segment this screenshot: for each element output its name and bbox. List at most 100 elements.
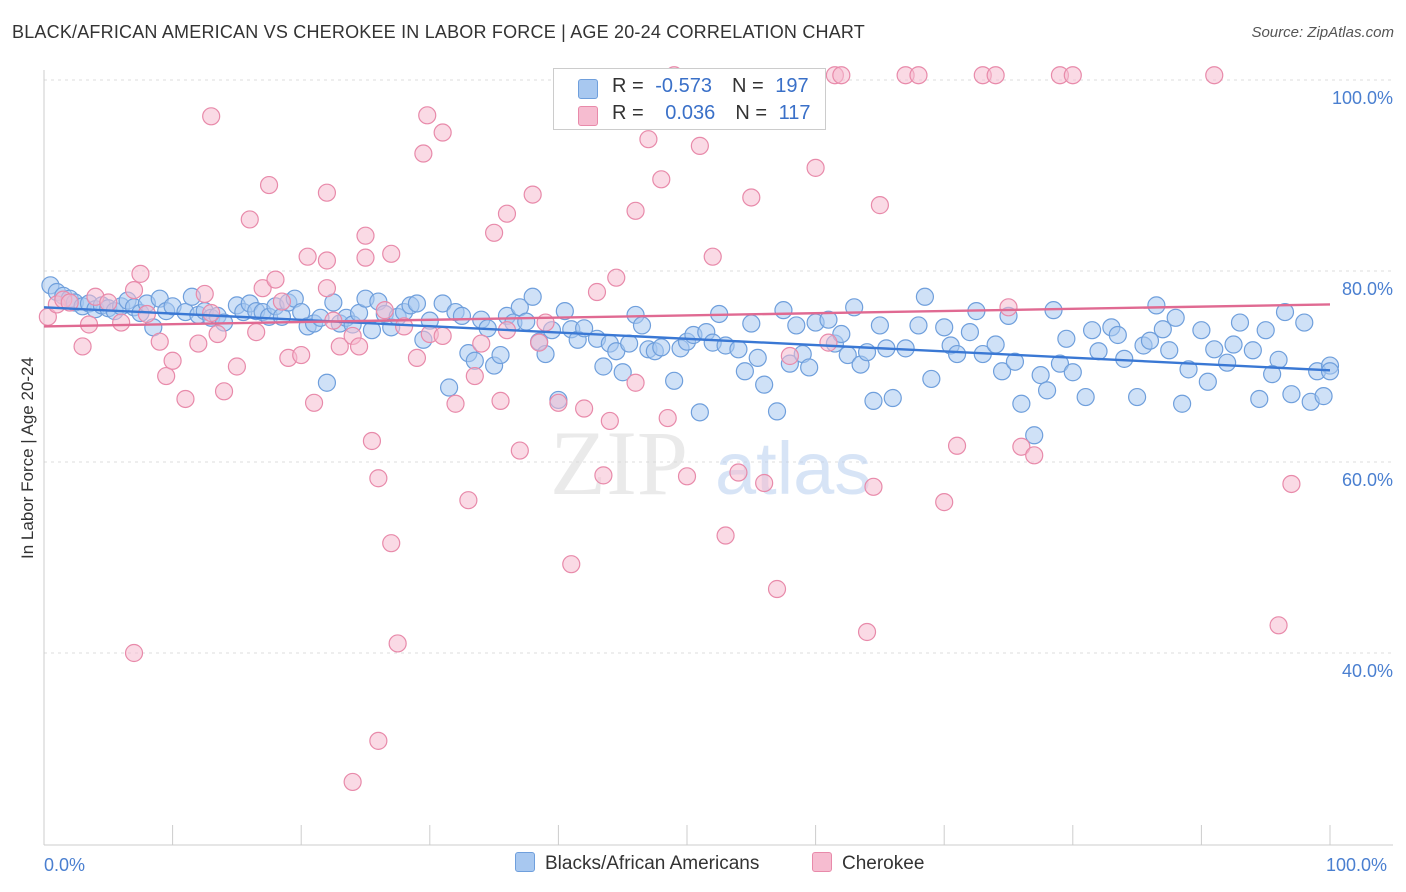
pink-point-110 (388, 634, 407, 653)
trend-lines (43, 303, 1331, 372)
pink-point-15 (176, 389, 195, 409)
blue-point-121 (870, 316, 890, 335)
blue-point-111 (800, 358, 819, 377)
pink-point-107 (317, 251, 337, 270)
blue-point-127 (922, 369, 941, 389)
pink-point-39 (375, 301, 394, 320)
pink-point-14 (163, 351, 182, 370)
pink-point-62 (600, 411, 619, 431)
blue-point-165 (1224, 335, 1243, 354)
blue-point-59 (439, 378, 459, 397)
y-tick-label-40: 40.0% (1342, 661, 1393, 681)
blue-point-147 (1082, 321, 1102, 340)
blue-point-105 (755, 375, 774, 394)
blue-point-128 (935, 318, 954, 337)
pink-point-29 (298, 247, 317, 266)
legend-box: R = -0.573 N = 197 R = 0.036 N = 117 (553, 68, 826, 130)
blue-point-148 (1089, 342, 1108, 361)
pink-point-81 (832, 66, 851, 85)
blue-point-168 (1250, 389, 1269, 409)
blue-point-145 (1063, 363, 1082, 382)
blue-trend-line (43, 306, 1331, 372)
pink-point-51 (491, 391, 510, 410)
watermark-zip: ZIP (550, 412, 688, 514)
bottom-legend-blue-label: Blacks/African Americans (545, 853, 760, 874)
blue-point-167 (1243, 341, 1262, 360)
blue-point-161 (1192, 321, 1211, 340)
blue-point-134 (986, 335, 1005, 354)
pink-point-101 (259, 175, 279, 195)
legend-pink-n-value: 117 (778, 102, 811, 124)
pink-point-57 (549, 393, 568, 412)
blue-point-88 (632, 316, 652, 335)
pink-point-76 (767, 579, 787, 599)
blue-point-160 (1179, 360, 1198, 379)
pink-point-4 (73, 337, 92, 356)
blue-point-139 (1025, 426, 1044, 445)
blue-point-157 (1160, 341, 1179, 360)
pink-point-35 (349, 337, 369, 356)
pink-point-42 (407, 348, 427, 368)
blue-point-103 (742, 314, 761, 333)
pink-point-73 (729, 463, 748, 482)
pink-point-77 (780, 346, 799, 366)
pink-point-45 (433, 326, 452, 346)
pink-point-33 (330, 337, 349, 356)
pink-point-53 (510, 441, 529, 460)
blue-point-101 (729, 340, 748, 359)
blue-point-156 (1153, 320, 1172, 339)
legend-pink-r-value: 0.036 (665, 102, 716, 124)
source-label: Source: ZipAtlas.com (1251, 24, 1394, 41)
blue-point-154 (1140, 331, 1160, 350)
blue-point-164 (1218, 353, 1237, 372)
pink-point-60 (587, 282, 607, 302)
pink-point-88 (947, 436, 967, 455)
legend-blue-r-value: -0.573 (655, 75, 712, 97)
pink-point-72 (716, 526, 735, 545)
y-tick-label-100: 100.0% (1332, 88, 1393, 108)
blue-point-169 (1256, 321, 1275, 340)
pink-point-37 (362, 431, 382, 451)
pink-point-22 (240, 210, 259, 229)
pink-point-78 (806, 158, 825, 177)
blue-point-171 (1275, 302, 1295, 322)
pink-point-25 (266, 270, 285, 289)
blue-point-120 (864, 391, 883, 410)
bottom-legend-swatch-pink (812, 852, 832, 872)
blue-point-86 (620, 334, 639, 353)
blue-point-125 (909, 316, 928, 335)
pink-point-83 (864, 477, 883, 496)
pink-point-92 (1012, 437, 1031, 456)
x-tick-min: 0.0% (44, 855, 85, 875)
blue-point-163 (1205, 340, 1224, 359)
blue-point-159 (1173, 394, 1192, 413)
pink-point-18 (202, 303, 221, 323)
series-blue-points (41, 276, 1340, 445)
pink-point-30 (304, 393, 324, 412)
pink-point-111 (343, 772, 362, 792)
blue-point-131 (960, 323, 980, 342)
blue-point-41 (317, 373, 337, 392)
pink-point-36 (356, 226, 375, 245)
legend-blue-n-label: N = (731, 75, 764, 97)
pink-point-50 (485, 223, 504, 242)
pink-point-103 (418, 106, 437, 125)
y-tick-labels: 40.0% 60.0% 80.0% 100.0% (1332, 88, 1393, 681)
blue-point-176 (1314, 387, 1333, 406)
blue-point-91 (652, 338, 671, 357)
pink-point-19 (208, 324, 227, 344)
pink-point-3 (60, 293, 79, 312)
legend-pink-r-label: R = (612, 102, 644, 124)
blue-point-107 (774, 301, 793, 320)
pink-point-102 (317, 183, 337, 202)
pink-point-70 (690, 136, 709, 155)
pink-point-43 (414, 144, 433, 163)
pink-point-49 (472, 334, 491, 353)
pink-point-106 (626, 201, 645, 220)
blue-point-162 (1198, 372, 1217, 391)
blue-point-104 (748, 348, 767, 368)
blue-point-158 (1166, 308, 1185, 327)
pink-point-84 (870, 196, 890, 215)
pink-point-95 (1063, 66, 1082, 85)
pink-point-9 (124, 281, 144, 300)
